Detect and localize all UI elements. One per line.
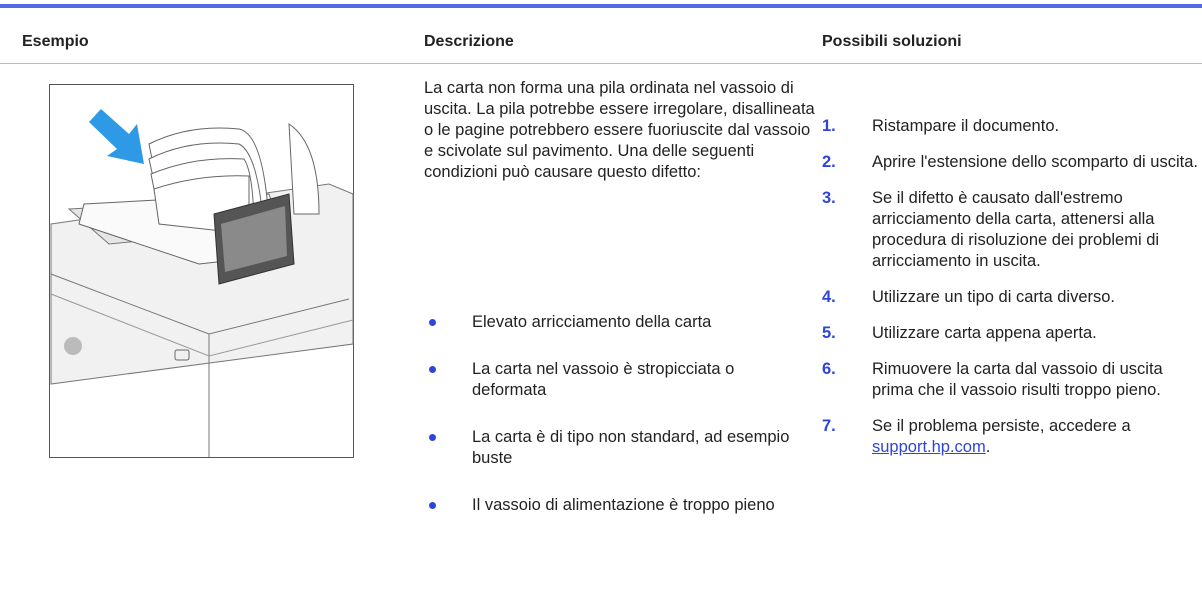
solution-number: 6.: [822, 360, 836, 378]
bullet-dot: [429, 502, 436, 509]
solution-item: 1. Ristampare il documento.: [822, 116, 1202, 137]
header-rule: [0, 63, 1202, 64]
solution-text: Se il problema persiste, accedere a: [872, 417, 1131, 435]
solution-item: 3. Se il difetto è causato dall'estremo a…: [822, 188, 1202, 272]
top-rule: [0, 4, 1202, 8]
description-intro: La carta non forma una pila ordinata nel…: [424, 79, 815, 181]
solution-text: .: [985, 438, 991, 456]
bullet-text: Il vassoio di alimentazione è troppo pie…: [472, 496, 775, 514]
solution-item: 6. Rimuovere la carta dal vassoio di usci…: [822, 359, 1202, 401]
illustration: [49, 84, 354, 458]
bullet-item: La carta è di tipo non standard, ad esem…: [424, 427, 796, 469]
solution-item: 7. Se il problema persiste, accedere a su…: [822, 416, 1202, 458]
description-bullets: Elevato arricciamento della carta La car…: [424, 312, 796, 542]
header-cell: Descrizione: [424, 33, 514, 50]
solution-number: 5.: [822, 324, 836, 342]
bullet-dot: [429, 366, 436, 373]
bullet-text: Elevato arricciamento della carta: [472, 313, 712, 331]
solution-item: 4. Utilizzare un tipo di carta diverso.: [822, 287, 1202, 308]
bullet-dot: [429, 434, 436, 441]
bullet-text: La carta nel vassoio è stropicciata o de…: [472, 360, 735, 399]
solution-number: 2.: [822, 153, 836, 171]
solution-number: 3.: [822, 189, 836, 207]
solution-number: 4.: [822, 288, 836, 306]
solution-number: 7.: [822, 417, 836, 435]
solution-item: 5. Utilizzare carta appena aperta.: [822, 323, 1202, 344]
solution-text: Se il difetto è causato dall'estremo arr…: [872, 189, 1160, 270]
bullet-item: La carta nel vassoio è stropicciata o de…: [424, 359, 796, 401]
support-link[interactable]: support.hp.com: [872, 438, 986, 456]
header-cell: Esempio: [22, 33, 89, 50]
header-cell: Possibili soluzioni: [822, 33, 962, 50]
solution-text: Ristampare il documento.: [872, 117, 1060, 135]
solution-number: 1.: [822, 117, 836, 135]
bullet-item: Elevato arricciamento della carta: [424, 312, 796, 333]
solution-item: 2. Aprire l'estensione dello scomparto di…: [822, 152, 1202, 173]
bullet-dot: [429, 319, 436, 326]
solution-text: Utilizzare un tipo di carta diverso.: [872, 288, 1116, 306]
bullet-text: La carta è di tipo non standard, ad esem…: [472, 428, 790, 467]
solutions-list: 1. Ristampare il documento. 2. Aprire l'es…: [822, 116, 1202, 473]
solution-text: Rimuovere la carta dal vassoio di uscita…: [872, 360, 1163, 399]
solution-text: Aprire l'estensione dello scomparto di u…: [872, 153, 1198, 171]
bullet-item: Il vassoio di alimentazione è troppo pie…: [424, 495, 796, 516]
solution-text: Utilizzare carta appena aperta.: [872, 324, 1097, 342]
